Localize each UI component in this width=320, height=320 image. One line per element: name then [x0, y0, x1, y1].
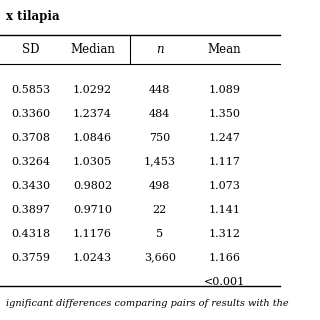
Text: 0.5853: 0.5853: [11, 84, 51, 95]
Text: 1.312: 1.312: [208, 228, 240, 239]
Text: 1.0305: 1.0305: [73, 156, 112, 167]
Text: 0.3264: 0.3264: [11, 156, 51, 167]
Text: 0.3360: 0.3360: [11, 108, 51, 119]
Text: x tilapia: x tilapia: [6, 10, 59, 23]
Text: 0.3759: 0.3759: [11, 252, 50, 263]
Text: <0.001: <0.001: [204, 276, 245, 287]
Text: 0.3708: 0.3708: [11, 132, 50, 143]
Text: SD: SD: [22, 43, 40, 56]
Text: 1.2374: 1.2374: [73, 108, 112, 119]
Text: 750: 750: [149, 132, 171, 143]
Text: 5: 5: [156, 228, 164, 239]
Text: 1.247: 1.247: [208, 132, 240, 143]
Text: 1.073: 1.073: [208, 180, 240, 191]
Text: 1.089: 1.089: [208, 84, 240, 95]
Text: 1.350: 1.350: [208, 108, 240, 119]
Text: 3,660: 3,660: [144, 252, 176, 263]
Text: 448: 448: [149, 84, 171, 95]
Text: 0.3897: 0.3897: [11, 204, 50, 215]
Text: 22: 22: [153, 204, 167, 215]
Text: ignificant differences comparing pairs of results with the: ignificant differences comparing pairs o…: [6, 299, 288, 308]
Text: Mean: Mean: [207, 43, 241, 56]
Text: 1,453: 1,453: [144, 156, 176, 167]
Text: 1.0243: 1.0243: [73, 252, 112, 263]
Text: 1.0292: 1.0292: [73, 84, 112, 95]
Text: 498: 498: [149, 180, 171, 191]
Text: 0.3430: 0.3430: [11, 180, 51, 191]
Text: 0.9802: 0.9802: [73, 180, 112, 191]
Text: 484: 484: [149, 108, 171, 119]
Text: 0.9710: 0.9710: [73, 204, 112, 215]
Text: 1.166: 1.166: [208, 252, 240, 263]
Text: 1.141: 1.141: [208, 204, 240, 215]
Text: 1.117: 1.117: [208, 156, 240, 167]
Text: 1.0846: 1.0846: [73, 132, 112, 143]
Text: n: n: [156, 43, 164, 56]
Text: Median: Median: [70, 43, 115, 56]
Text: 1.1176: 1.1176: [73, 228, 112, 239]
Text: 0.4318: 0.4318: [11, 228, 51, 239]
